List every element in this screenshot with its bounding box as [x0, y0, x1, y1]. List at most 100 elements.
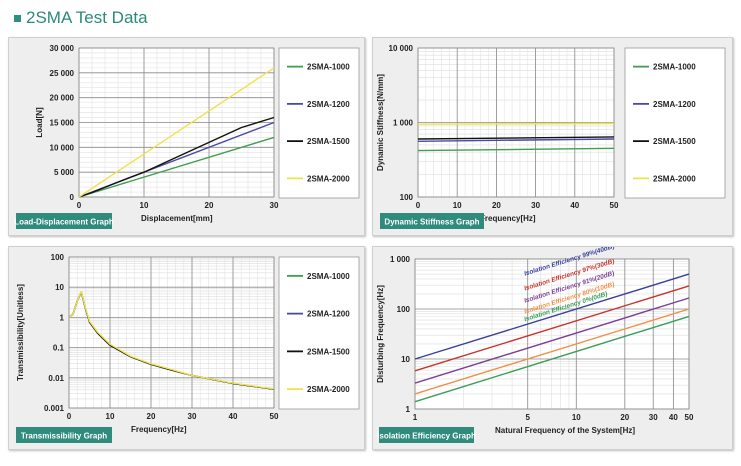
x-tick-label: 5	[525, 413, 530, 422]
x-tick-label: 0	[67, 412, 72, 421]
grid	[417, 47, 615, 198]
y-axis-label: Load[N]	[35, 107, 44, 138]
legend-entry-2sma-1500: 2SMA-1500	[307, 347, 350, 356]
x-tick-label: 20	[205, 201, 214, 210]
legend-entry-2sma-1000: 2SMA-1000	[307, 63, 350, 72]
legend: 2SMA-1000 2SMA-1200 2SMA-1500 2SMA-2000	[278, 47, 360, 199]
series-line-isolation-efficiency-80-10db	[414, 308, 690, 395]
legend-entry-2sma-1200: 2SMA-1200	[307, 100, 350, 109]
chart-badge: Transmissibility Graph	[16, 427, 112, 443]
y-tick-label: 0.001	[44, 404, 65, 413]
load-displacement-chart: 0 5 000 10 000 15 000 20 000 25 000 30 000 0 10 2…	[14, 44, 360, 229]
grid	[414, 258, 690, 410]
y-tick-label: 0	[70, 193, 75, 202]
series-line-isolation-efficiency-99-40db	[414, 273, 690, 360]
y-tick-label: 1 000	[390, 255, 411, 264]
chart-badge-label: Isolation Efficiency Graph	[377, 432, 476, 441]
panel-load-displacement: 0 5 000 10 000 15 000 20 000 25 000 30 000 0 10 2…	[8, 37, 365, 236]
y-tick-label: 100	[397, 305, 411, 314]
y-tick-label: 1	[60, 313, 65, 322]
y-tick-label: 0.1	[53, 344, 65, 353]
x-tick-label: 10	[572, 413, 581, 422]
series-line-2sma-1500	[78, 116, 275, 198]
y-tick-label: 1 000	[393, 119, 414, 128]
x-tick-label: 20	[492, 201, 501, 210]
page-title: 2SMA Test Data	[26, 8, 148, 27]
legend: 2SMA-1000 2SMA-1200 2SMA-1500 2SMA-2000	[624, 47, 726, 199]
y-axis-label: Dynamic Stiffness[N/mm]	[376, 74, 385, 171]
legend-entry-2sma-1200: 2SMA-1200	[653, 100, 696, 109]
series-line-2sma-2000	[78, 67, 275, 198]
chart-badge-label: Load-Displacement Graph	[14, 218, 114, 227]
panel-transmissibility: 0.001 0.01 0.1 1 10 100 0 10 20 30 40 50 Frequency[H…	[8, 246, 365, 450]
legend: 2SMA-1000 2SMA-1200 2SMA-1500 2SMA-2000	[278, 256, 360, 410]
grid	[68, 256, 275, 409]
x-tick-label: 30	[188, 412, 197, 421]
legend-entry-2sma-1200: 2SMA-1200	[307, 310, 350, 319]
chart-badge-label: Transmissibility Graph	[21, 432, 107, 441]
y-tick-label: 0.01	[48, 374, 64, 383]
chart-badge: Load-Displacement Graph	[14, 213, 114, 229]
series-line-2sma-1000	[417, 147, 615, 152]
x-tick-label: 30	[649, 413, 658, 422]
chart-badge-bg	[16, 427, 112, 443]
y-tick-label: 10	[401, 355, 410, 364]
x-tick-label: 1	[413, 413, 418, 422]
y-tick-label: 10	[55, 283, 64, 292]
panel-isolation-efficiency: 1 10 100 1 000 1 5 10 20 30 40 50 Natural Frequency…	[372, 243, 733, 450]
x-tick-label: 10	[453, 201, 462, 210]
series-line-isolation-efficiency-0-0db	[414, 315, 690, 403]
y-tick-label: 100	[400, 193, 414, 202]
y-tick-label: 100	[51, 253, 65, 262]
series-line-2sma-1000	[78, 136, 275, 198]
y-tick-label: 30 000	[50, 44, 75, 53]
series-line-2sma-2000	[68, 290, 275, 390]
y-axis-label: Disturbing Frequency[Hz]	[376, 285, 385, 383]
legend-entry-2sma-1000: 2SMA-1000	[653, 63, 696, 72]
x-tick-label: 30	[270, 201, 279, 210]
series-line-2sma-2000	[417, 122, 615, 125]
panel-dynamic-stiffness: 100 1 000 10 000 0 10 20 30 40 50 Frequency[Hz] Dy…	[372, 37, 733, 236]
y-axis-label: Transmissibility[Unitless]	[16, 284, 25, 381]
series-group	[414, 273, 690, 403]
chart-badge-label: Dynamic Stiffness Graph	[384, 218, 479, 227]
y-tick-label: 1	[406, 405, 411, 414]
isolation-efficiency-chart: 1 10 100 1 000 1 5 10 20 30 40 50 Natural Frequency…	[376, 243, 694, 443]
chart-badge-bg	[16, 213, 112, 229]
x-tick-label: 10	[140, 201, 149, 210]
legend-entry-2sma-2000: 2SMA-2000	[307, 385, 350, 394]
x-tick-label: 40	[669, 413, 678, 422]
x-tick-label: 50	[270, 412, 279, 421]
series-line-isolation-efficiency-91-20db	[414, 297, 690, 384]
x-axis-label: Frequency[Hz]	[480, 214, 536, 223]
x-tick-label: 20	[147, 412, 156, 421]
y-tick-label: 5 000	[54, 168, 75, 177]
series-line-isolation-efficiency-97-30db	[414, 285, 690, 372]
x-tick-label: 0	[416, 201, 421, 210]
legend-entry-2sma-1500: 2SMA-1500	[653, 137, 696, 146]
x-axis-label: Frequency[Hz]	[131, 425, 187, 434]
legend-entry-2sma-2000: 2SMA-2000	[307, 174, 350, 183]
legend-entry-2sma-2000: 2SMA-2000	[653, 174, 696, 183]
x-tick-label: 20	[620, 413, 629, 422]
x-tick-label: 40	[229, 412, 238, 421]
x-tick-label: 40	[570, 201, 579, 210]
series-line-2sma-1200	[417, 138, 615, 142]
y-tick-label: 10 000	[389, 44, 414, 53]
plot-area	[414, 258, 690, 410]
chart-badge: Dynamic Stiffness Graph	[380, 213, 484, 229]
x-tick-label: 0	[77, 201, 82, 210]
x-tick-label: 10	[106, 412, 115, 421]
transmissibility-chart: 0.001 0.01 0.1 1 10 100 0 10 20 30 40 50 Frequency[H…	[16, 253, 360, 443]
legend-entry-2sma-1000: 2SMA-1000	[307, 272, 350, 281]
y-tick-label: 10 000	[50, 143, 75, 152]
x-tick-label: 50	[610, 201, 619, 210]
legend-box	[278, 47, 360, 199]
y-tick-label: 25 000	[50, 69, 75, 78]
square-bullet-icon	[14, 14, 21, 22]
legend-box	[624, 47, 726, 199]
x-tick-label: 50	[685, 413, 694, 422]
series-line-2sma-1500	[417, 136, 615, 140]
grid	[78, 47, 275, 198]
